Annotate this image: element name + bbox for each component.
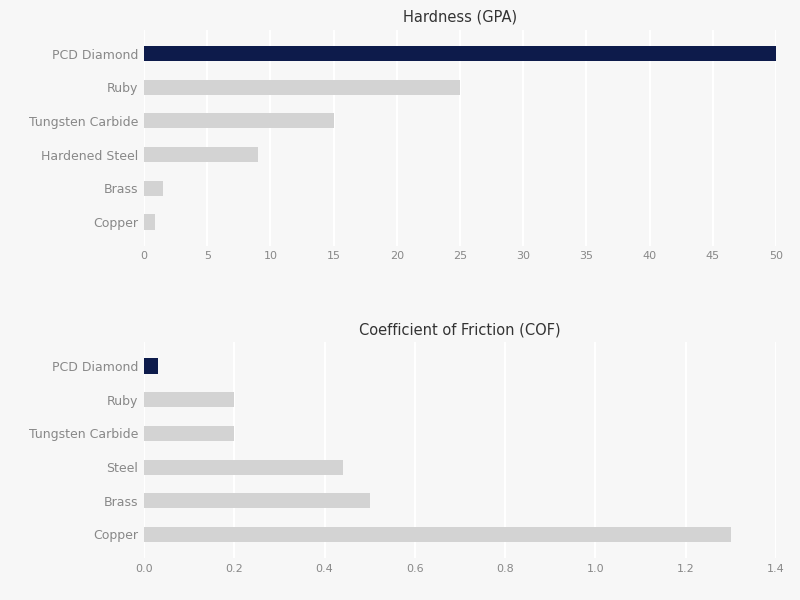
Bar <box>144 113 334 128</box>
Bar <box>144 147 258 162</box>
Bar <box>144 493 370 508</box>
Bar <box>144 392 234 407</box>
Bar <box>144 527 731 542</box>
Title: Hardness (GPA): Hardness (GPA) <box>403 10 517 25</box>
Title: Coefficient of Friction (COF): Coefficient of Friction (COF) <box>359 322 561 337</box>
Bar <box>144 426 234 441</box>
Bar <box>144 80 460 95</box>
Bar <box>144 46 776 61</box>
Bar <box>144 358 158 374</box>
Bar <box>144 181 163 196</box>
Bar <box>144 460 342 475</box>
Bar <box>144 214 155 230</box>
